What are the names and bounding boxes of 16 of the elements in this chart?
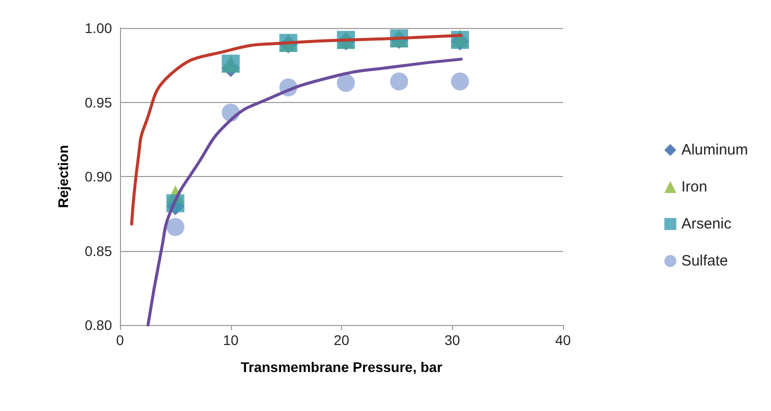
y-tick-label: 0.80: [84, 317, 112, 333]
y-tick-label: 0.90: [84, 168, 112, 184]
x-tick-label: 30: [444, 332, 460, 348]
x-tick-label: 0: [116, 332, 124, 348]
x-axis-title: Transmembrane Pressure, bar: [240, 359, 443, 375]
y-axis-title: Rejection: [55, 144, 71, 208]
y-tick-label: 0.85: [84, 242, 112, 259]
legend-label: Arsenic: [681, 216, 732, 232]
legend-label: Aluminum: [681, 142, 748, 158]
x-tick-label: 40: [555, 332, 571, 348]
y-tick-label: 1.00: [84, 20, 112, 36]
x-tick-label: 10: [222, 332, 239, 348]
x-tick-label: 20: [334, 332, 350, 348]
y-tick-label: 0.95: [84, 94, 112, 110]
legend-label: Iron: [681, 178, 708, 196]
legend-label: Sulfate: [681, 252, 728, 270]
